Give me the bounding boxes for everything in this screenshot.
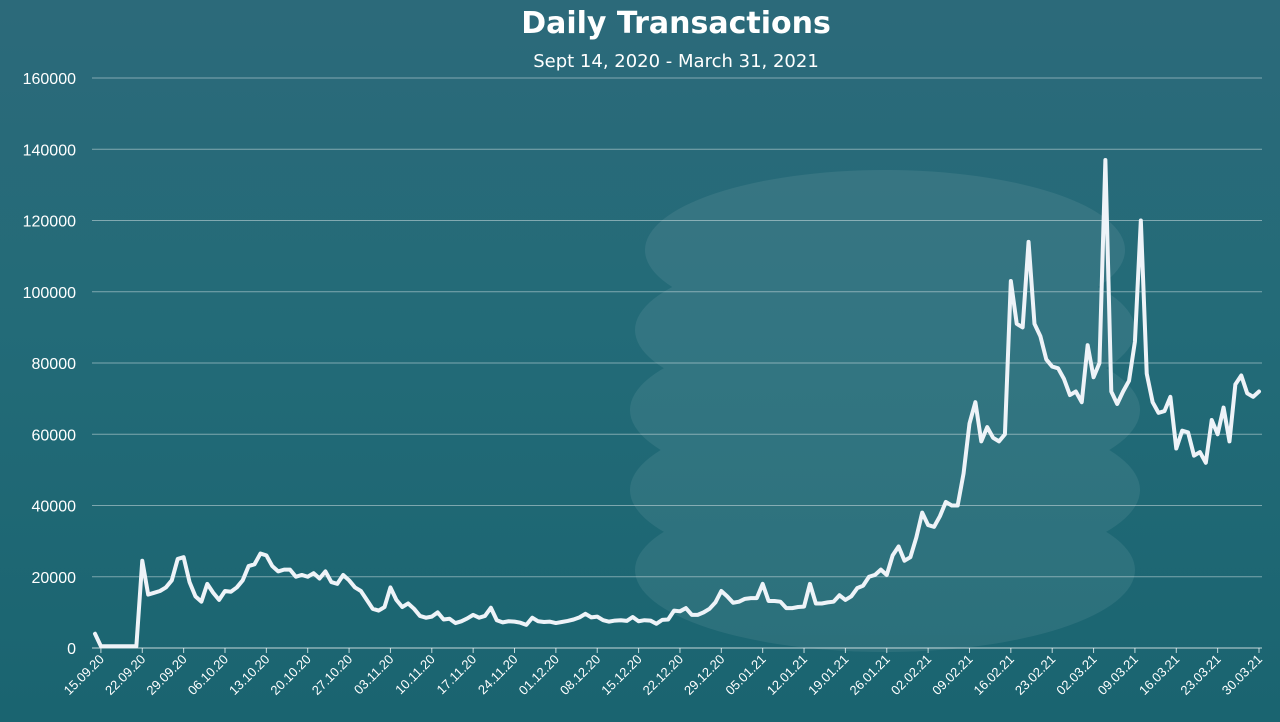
x-tick-label: 27.10.20	[309, 652, 355, 698]
x-tick-label: 29.12.20	[681, 652, 727, 698]
y-tick-label: 120000	[23, 214, 76, 231]
y-tick-label: 20000	[32, 570, 77, 587]
x-tick-label: 23.03.21	[1177, 652, 1223, 698]
x-tick-label: 06.10.20	[185, 652, 231, 698]
x-tick-label: 02.03.21	[1053, 652, 1099, 698]
x-tick-label: 09.02.21	[929, 652, 975, 698]
x-tick-label: 01.12.20	[516, 652, 562, 698]
grid-lines	[92, 77, 1262, 578]
x-tick-label: 26.01.21	[846, 652, 892, 698]
x-tick-label: 23.02.21	[1012, 652, 1058, 698]
x-tick-label: 02.02.21	[888, 652, 934, 698]
x-tick-label: 24.11.20	[475, 652, 521, 698]
y-tick-label: 140000	[23, 142, 76, 159]
chart-subtitle: Sept 14, 2020 - March 31, 2021	[533, 51, 819, 72]
y-tick-label: 0	[67, 641, 76, 658]
x-tick-label: 22.12.20	[640, 652, 686, 698]
y-tick-label: 80000	[32, 356, 77, 373]
x-tick-label: 10.11.20	[392, 652, 438, 698]
x-tick-label: 08.12.20	[557, 652, 603, 698]
y-tick-label: 160000	[23, 71, 76, 88]
x-tick-label: 16.02.21	[971, 652, 1017, 698]
chart-title: Daily Transactions	[521, 6, 831, 41]
y-tick-label: 100000	[23, 285, 76, 302]
y-tick-label: 40000	[32, 499, 77, 516]
x-tick-label: 15.12.20	[598, 652, 644, 698]
series-line	[93, 157, 1261, 649]
x-tick-label: 29.09.20	[143, 652, 189, 698]
x-tick-label: 05.01.21	[722, 652, 768, 698]
x-tick-label: 16.03.21	[1136, 652, 1182, 698]
x-tick-label: 20.10.20	[267, 652, 313, 698]
x-tick-label: 13.10.20	[226, 652, 272, 698]
x-axis-ticks: 15.09.2022.09.2029.09.2006.10.2013.10.20…	[61, 648, 1265, 698]
x-tick-label: 15.09.20	[61, 652, 107, 698]
x-tick-label: 09.03.21	[1095, 652, 1141, 698]
y-axis-ticks: 0 20000 40000 60000 80000 100000 120000 140000 1…	[23, 71, 76, 658]
x-tick-label: 03.11.20	[351, 652, 397, 698]
x-tick-label: 12.01.21	[764, 652, 810, 698]
y-tick-label: 60000	[32, 427, 77, 444]
coin-stack-watermark-icon	[630, 170, 1140, 652]
x-tick-label: 19.01.21	[805, 652, 851, 698]
x-tick-label: 17.11.20	[434, 652, 480, 698]
x-tick-label: 30.03.21	[1219, 652, 1265, 698]
x-tick-label: 22.09.20	[102, 652, 148, 698]
